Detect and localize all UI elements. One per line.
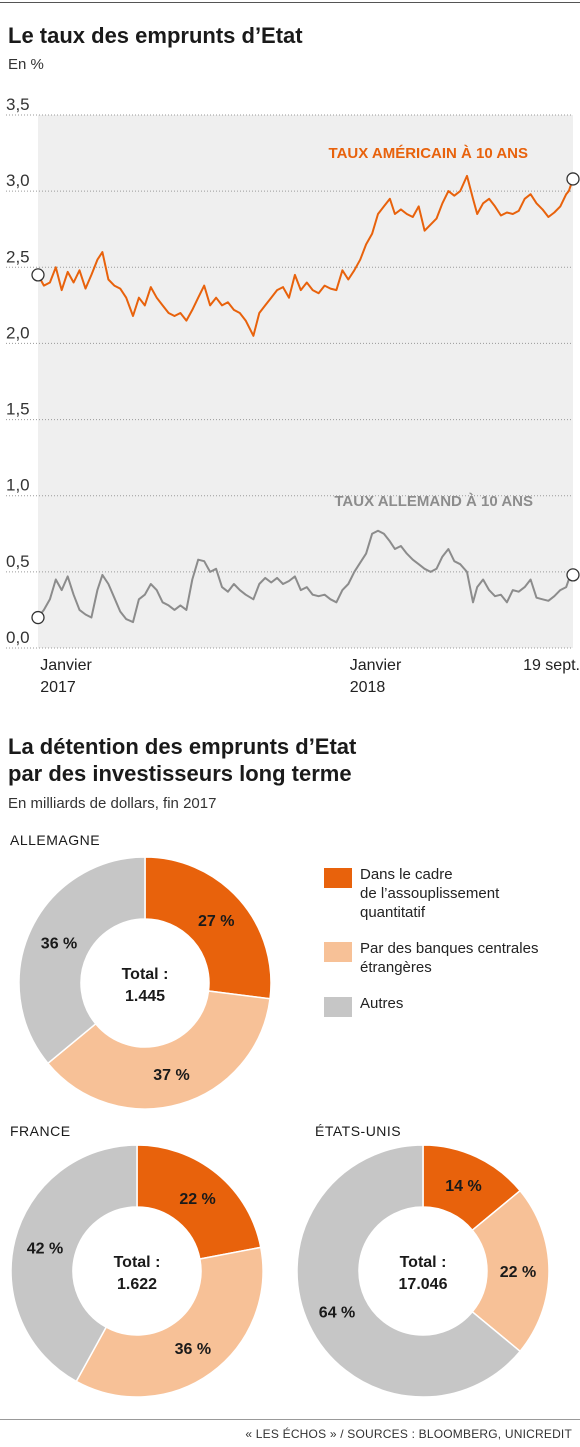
series-endpoint-marker — [566, 172, 580, 186]
donut-total-label: Total : — [114, 1254, 161, 1271]
x-tick-label: 2017 — [40, 679, 76, 696]
donut-total-label: Total : — [400, 1254, 447, 1271]
top-rule — [0, 2, 580, 3]
donut-segment-label: 42 % — [27, 1240, 63, 1257]
legend-item-foreign-central-banks: Par des banques centrales étrangères — [324, 939, 580, 977]
donut-segment — [75, 1246, 264, 1398]
series-label-taux-americain-a-10-ans: TAUX AMÉRICAIN À 10 ANS — [329, 145, 528, 162]
donut-segment — [296, 1144, 522, 1398]
donut-total-value: 1.445 — [125, 988, 165, 1005]
y-tick-label: 1,0 — [6, 476, 30, 495]
donut-section-subtitle: En milliards de dollars, fin 2017 — [8, 795, 217, 812]
donut-etats-unis: 14 % 22 % 64 % Total : 17.046 — [296, 1144, 550, 1398]
donut-france: 22 % 36 % 42 % Total : 1.622 — [10, 1144, 264, 1398]
legend-item-qe: Dans le cadre de l’assouplissement quant… — [324, 865, 580, 922]
legend-label-others: Autres — [360, 995, 404, 1012]
donut-section-title: La détention des emprunts d’Etat par des… — [8, 733, 356, 787]
legend-label-foreign-central-banks-line-1: Par des banques centrales — [360, 940, 539, 957]
donut-segment-label: 22 % — [179, 1191, 215, 1208]
donut-allemagne: 27 % 37 % 36 % Total : 1.445 — [18, 856, 272, 1110]
bottom-rule — [0, 1419, 580, 1420]
y-tick-label: 3,0 — [6, 171, 30, 190]
y-tick-label: 0,5 — [6, 552, 30, 571]
series-endpoint-marker — [31, 268, 45, 282]
series-line-taux-allemand-a-10-ans — [37, 529, 574, 624]
donut-segment — [471, 1189, 550, 1353]
x-tick-label: 2018 — [350, 679, 386, 696]
y-tick-label: 2,5 — [6, 247, 30, 266]
legend-label-qe-line-1: Dans le cadre — [360, 866, 453, 883]
y-tick-label: 3,5 — [6, 95, 30, 114]
donut-segment-label: 36 % — [41, 936, 77, 953]
line-chart: 0,0 0,5 1,0 1,5 2,0 2,5 3,0 3,5 Janvier 2017 Janvi… — [6, 95, 580, 696]
line-chart-title: Le taux des emprunts d’Etat — [8, 23, 303, 48]
donut-segment — [10, 1144, 138, 1383]
source-note: « LES ÉCHOS » / SOURCES : BLOOMBERG, UNI… — [245, 1427, 572, 1441]
country-label-france: FRANCE — [10, 1123, 71, 1139]
x-tick-label: Janvier — [350, 657, 402, 674]
series-line-taux-americain-a-10-ans — [37, 174, 574, 337]
donut-segment — [144, 856, 272, 1000]
legend-swatch-others — [324, 997, 352, 1017]
donut-segment-label: 22 % — [500, 1264, 536, 1281]
donut-title-line-2: par des investisseurs long terme — [8, 761, 352, 786]
y-tick-label: 0,0 — [6, 628, 30, 647]
legend-label-qe-line-2: de l’assouplissement — [360, 885, 500, 902]
y-tick-label: 2,0 — [6, 323, 30, 342]
legend-swatch-foreign-central-banks — [324, 942, 352, 962]
donut-legend: Dans le cadre de l’assouplissement quant… — [324, 865, 580, 1030]
series-endpoint-marker — [566, 568, 580, 582]
series-label-taux-allemand-a-10-ans: TAUX ALLEMAND À 10 ANS — [334, 493, 533, 510]
donut-total-value: 1.622 — [117, 1276, 157, 1293]
legend-swatch-qe — [324, 868, 352, 888]
donut-segment-label: 37 % — [153, 1067, 189, 1084]
legend-label-qe-line-3: quantitatif — [360, 904, 426, 921]
donut-segment — [136, 1144, 262, 1260]
country-label-etats-unis: ÉTATS-UNIS — [315, 1123, 402, 1139]
x-tick-label: 19 sept. — [523, 657, 580, 674]
country-label-allemagne: ALLEMAGNE — [10, 832, 101, 848]
series-endpoint-marker — [31, 610, 45, 625]
donut-total-label: Total : — [122, 966, 169, 983]
x-tick-label: Janvier — [40, 657, 92, 674]
donut-title-line-1: La détention des emprunts d’Etat — [8, 734, 357, 759]
donut-segment — [46, 990, 271, 1110]
donut-segment-label: 64 % — [319, 1304, 355, 1321]
donut-segment-label: 27 % — [198, 913, 234, 930]
plot-background — [38, 115, 573, 648]
legend-label-foreign-central-banks-line-2: étrangères — [360, 959, 432, 976]
donut-total-value: 17.046 — [399, 1276, 448, 1293]
donut-segment — [18, 856, 146, 1065]
line-chart-subtitle: En % — [8, 56, 44, 73]
donut-segment-label: 14 % — [445, 1178, 481, 1195]
donut-segment-label: 36 % — [175, 1341, 211, 1358]
legend-item-others: Autres — [324, 994, 580, 1017]
y-tick-label: 1,5 — [6, 400, 30, 419]
